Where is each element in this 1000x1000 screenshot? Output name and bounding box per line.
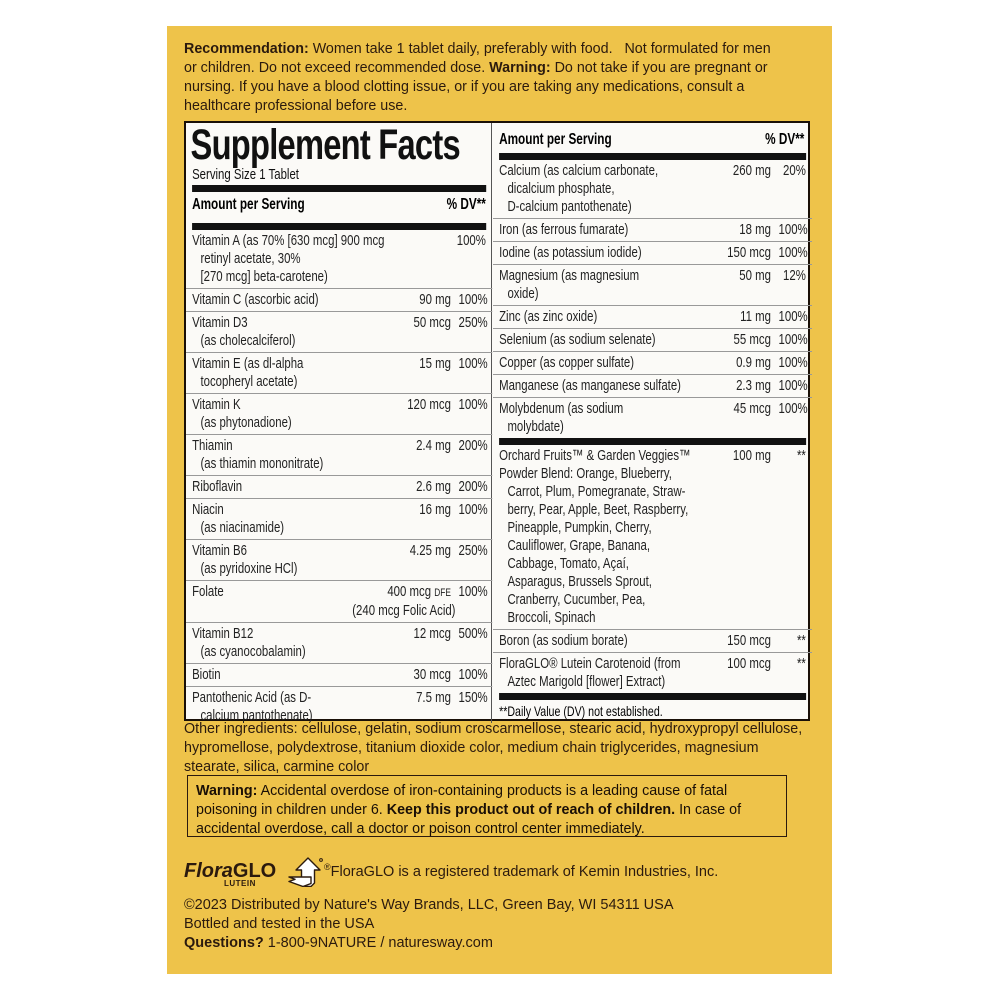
svg-text:LUTEIN: LUTEIN bbox=[224, 879, 256, 887]
